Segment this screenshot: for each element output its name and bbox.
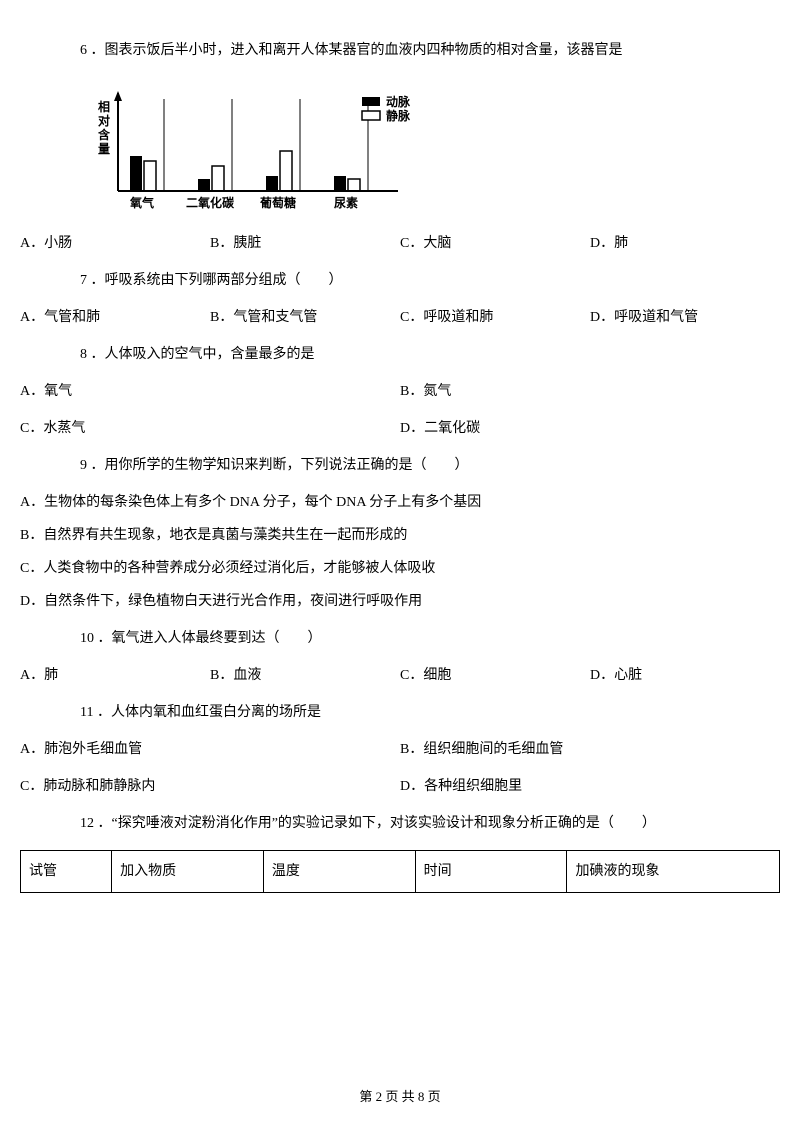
q6-options: A．小肠 B．胰脏 C．大脑 D．肺 bbox=[20, 233, 780, 254]
q9-opt-a[interactable]: A．生物体的每条染色体上有多个 DNA 分子，每个 DNA 分子上有多个基因 bbox=[20, 492, 780, 513]
svg-text:尿素: 尿素 bbox=[334, 195, 358, 210]
q10-stem: 10 ．氧气进入人体最终要到达（ ） bbox=[20, 628, 780, 649]
q7-opt-d[interactable]: D．呼吸道和气管 bbox=[590, 307, 780, 328]
svg-text:量: 量 bbox=[98, 142, 110, 156]
table-header-cell: 时间 bbox=[415, 851, 567, 893]
svg-text:对: 对 bbox=[98, 113, 110, 128]
q10-options: A．肺 B．血液 C．细胞 D．心脏 bbox=[20, 665, 780, 686]
table-header-cell: 加碘液的现象 bbox=[567, 851, 780, 893]
q6-opt-a[interactable]: A．小肠 bbox=[20, 233, 210, 254]
q11-options-row1: A．肺泡外毛细血管 B．组织细胞间的毛细血管 bbox=[20, 739, 780, 760]
q11-stem: 11 ．人体内氧和血红蛋白分离的场所是 bbox=[20, 702, 780, 723]
svg-text:二氧化碳: 二氧化碳 bbox=[186, 195, 235, 210]
q9-stem: 9 ．用你所学的生物学知识来判断，下列说法正确的是（ ） bbox=[20, 455, 780, 476]
svg-text:相: 相 bbox=[98, 99, 110, 114]
q11-opt-c[interactable]: C．肺动脉和肺静脉内 bbox=[20, 776, 400, 797]
q7-opt-b[interactable]: B．气管和支气管 bbox=[210, 307, 400, 328]
q6-stem: 6 ．图表示饭后半小时，进入和离开人体某器官的血液内四种物质的相对含量，该器官是 bbox=[20, 40, 780, 61]
q7-stem: 7 ．呼吸系统由下列哪两部分组成（ ） bbox=[20, 270, 780, 291]
q9-opt-c[interactable]: C．人类食物中的各种营养成分必须经过消化后，才能够被人体吸收 bbox=[20, 558, 780, 579]
q11-opt-d[interactable]: D．各种组织细胞里 bbox=[400, 776, 780, 797]
q12-table: 试管加入物质温度时间加碘液的现象 bbox=[20, 850, 780, 893]
q7-opt-a[interactable]: A．气管和肺 bbox=[20, 307, 210, 328]
q9-opt-d[interactable]: D．自然条件下，绿色植物白天进行光合作用，夜间进行呼吸作用 bbox=[20, 591, 780, 612]
q10-opt-c[interactable]: C．细胞 bbox=[400, 665, 590, 686]
q9-opt-b[interactable]: B．自然界有共生现象，地衣是真菌与藻类共生在一起而形成的 bbox=[20, 525, 780, 546]
table-header-cell: 试管 bbox=[21, 851, 112, 893]
q10-opt-b[interactable]: B．血液 bbox=[210, 665, 400, 686]
q8-stem: 8 ．人体吸入的空气中，含量最多的是 bbox=[20, 344, 780, 365]
q8-opt-a[interactable]: A．氧气 bbox=[20, 381, 400, 402]
q8-options-row1: A．氧气 B．氮气 bbox=[20, 381, 780, 402]
q6-opt-b[interactable]: B．胰脏 bbox=[210, 233, 400, 254]
q7-opt-c[interactable]: C．呼吸道和肺 bbox=[400, 307, 590, 328]
q10-opt-a[interactable]: A．肺 bbox=[20, 665, 210, 686]
table-header-cell: 加入物质 bbox=[112, 851, 264, 893]
table-header-cell: 温度 bbox=[263, 851, 415, 893]
svg-text:氧气: 氧气 bbox=[129, 195, 154, 210]
q11-opt-b[interactable]: B．组织细胞间的毛细血管 bbox=[400, 739, 780, 760]
q7-options: A．气管和肺 B．气管和支气管 C．呼吸道和肺 D．呼吸道和气管 bbox=[20, 307, 780, 328]
q8-opt-d[interactable]: D．二氧化碳 bbox=[400, 418, 780, 439]
q6-chart: 相对含量氧气 二氧化碳 葡萄糖 尿素 动脉静脉 bbox=[80, 81, 780, 221]
page-footer: 第 2 页 共 8 页 bbox=[0, 1087, 800, 1107]
q8-opt-b[interactable]: B．氮气 bbox=[400, 381, 780, 402]
svg-text:含: 含 bbox=[98, 127, 111, 142]
q11-opt-a[interactable]: A．肺泡外毛细血管 bbox=[20, 739, 400, 760]
q12-stem: 12 ．“探究唾液对淀粉消化作用”的实验记录如下，对该实验设计和现象分析正确的是… bbox=[20, 813, 780, 834]
q6-opt-d[interactable]: D．肺 bbox=[590, 233, 780, 254]
q8-opt-c[interactable]: C．水蒸气 bbox=[20, 418, 400, 439]
svg-text:动脉: 动脉 bbox=[386, 94, 411, 109]
bar-chart-svg: 相对含量氧气 二氧化碳 葡萄糖 尿素 动脉静脉 bbox=[80, 81, 440, 221]
q8-options-row2: C．水蒸气 D．二氧化碳 bbox=[20, 418, 780, 439]
q11-options-row2: C．肺动脉和肺静脉内 D．各种组织细胞里 bbox=[20, 776, 780, 797]
svg-text:葡萄糖: 葡萄糖 bbox=[259, 195, 296, 210]
q10-opt-d[interactable]: D．心脏 bbox=[590, 665, 780, 686]
svg-text:静脉: 静脉 bbox=[386, 108, 411, 123]
q6-opt-c[interactable]: C．大脑 bbox=[400, 233, 590, 254]
